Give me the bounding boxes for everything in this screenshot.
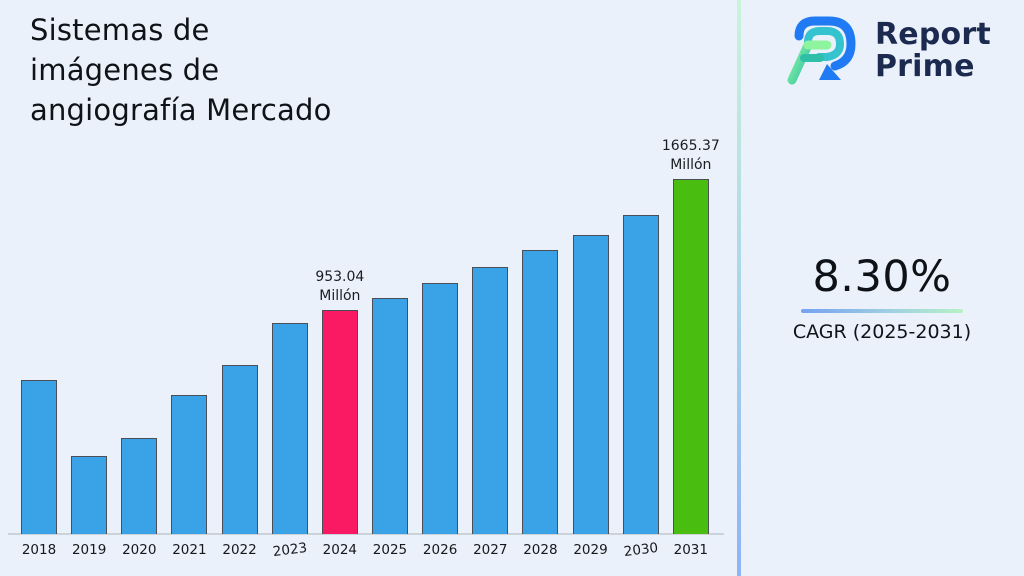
x-tick-2025: 2025	[372, 542, 408, 558]
value-label-2031: 1665.37 Millón	[661, 138, 720, 173]
bar-2021	[171, 395, 208, 534]
vertical-divider	[737, 0, 741, 576]
x-tick-2026: 2026	[422, 542, 458, 558]
bar-2030	[622, 215, 659, 534]
x-tick-2024: 2024	[322, 542, 357, 558]
value-label-2024: 953.04 Millón	[315, 269, 365, 304]
bar-2029	[572, 235, 609, 534]
title-line-1: Sistemas de	[30, 13, 210, 47]
report-prime-logo-icon	[787, 16, 856, 85]
cagr-label: CAGR (2025-2031)	[792, 321, 972, 343]
x-tick-2022: 2022	[222, 542, 257, 558]
bar-2031	[672, 179, 709, 534]
report-prime-logo-text: Report Prime	[875, 19, 991, 83]
cagr-value: 8.30%	[812, 252, 952, 302]
logo-text-line-1: Report	[875, 17, 991, 52]
page-title: Sistemas de imágenes de angiografía Merc…	[30, 10, 332, 130]
x-axis-line	[8, 533, 724, 535]
x-tick-2031: 2031	[673, 542, 708, 558]
bar-2022	[221, 365, 258, 534]
x-tick-2018: 2018	[21, 542, 57, 558]
bar-2028	[522, 250, 559, 534]
title-line-3: angiografía Mercado	[30, 93, 332, 127]
report-prime-logo: Report Prime	[783, 14, 991, 88]
cagr-block: 8.30% CAGR (2025-2031)	[740, 252, 1024, 343]
title-line-2: imágenes de	[30, 53, 220, 87]
x-tick-2020: 2020	[122, 542, 157, 558]
x-tick-2029: 2029	[573, 542, 608, 558]
bar-2020	[121, 438, 158, 534]
bar-2018	[21, 380, 57, 534]
bar-2025	[371, 298, 408, 534]
bar-2027	[472, 267, 509, 534]
x-tick-2028: 2028	[523, 542, 558, 558]
x-tick-2027: 2027	[473, 542, 508, 558]
bar-chart: 2018 2019 2020 2021 2022 2023 2024 2025 2026 2027…	[8, 138, 724, 560]
bar-2019	[71, 456, 108, 534]
logo-text-line-2: Prime	[875, 49, 975, 84]
bar-2023	[271, 323, 308, 534]
cagr-underline	[801, 309, 963, 313]
bar-2024	[321, 310, 358, 534]
x-tick-2021: 2021	[172, 542, 207, 558]
x-tick-2019: 2019	[71, 542, 107, 558]
bar-2026	[422, 283, 459, 534]
